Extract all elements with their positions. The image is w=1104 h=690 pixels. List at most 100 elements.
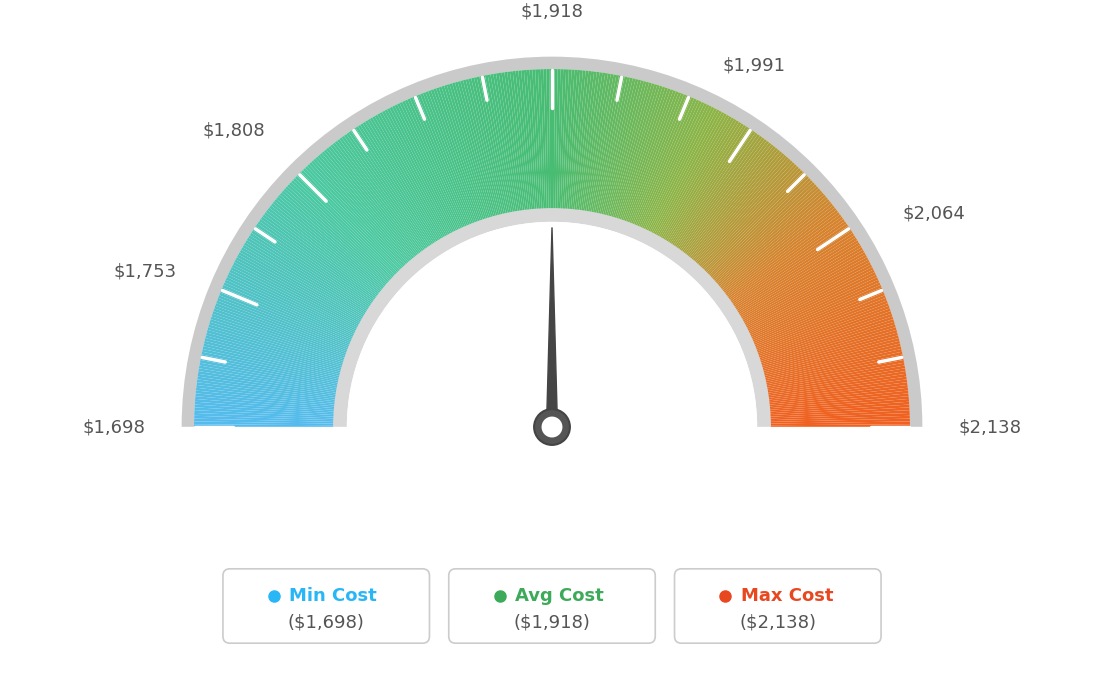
Wedge shape <box>669 125 746 244</box>
Wedge shape <box>716 193 825 286</box>
Wedge shape <box>760 319 894 363</box>
Wedge shape <box>762 330 898 370</box>
Wedge shape <box>289 182 393 279</box>
Wedge shape <box>253 228 371 308</box>
Wedge shape <box>224 279 353 339</box>
Wedge shape <box>332 142 420 255</box>
Text: $2,138: $2,138 <box>958 418 1021 436</box>
Wedge shape <box>341 136 425 251</box>
Wedge shape <box>743 257 869 325</box>
Wedge shape <box>742 252 866 322</box>
Wedge shape <box>194 404 335 415</box>
Wedge shape <box>516 70 531 210</box>
Wedge shape <box>722 203 834 293</box>
Wedge shape <box>382 110 450 235</box>
Wedge shape <box>200 360 338 388</box>
Wedge shape <box>530 70 540 210</box>
Wedge shape <box>767 371 906 395</box>
Wedge shape <box>212 314 346 359</box>
Wedge shape <box>671 128 751 246</box>
Wedge shape <box>457 81 496 217</box>
Wedge shape <box>654 110 722 235</box>
Wedge shape <box>360 124 437 244</box>
FancyBboxPatch shape <box>675 569 881 643</box>
Wedge shape <box>546 69 550 210</box>
Wedge shape <box>616 85 660 219</box>
Wedge shape <box>681 139 767 253</box>
Wedge shape <box>623 88 670 221</box>
Wedge shape <box>358 125 435 244</box>
Wedge shape <box>463 79 499 216</box>
Wedge shape <box>735 235 856 312</box>
Wedge shape <box>421 93 474 225</box>
Wedge shape <box>311 160 407 266</box>
Wedge shape <box>601 78 636 215</box>
Wedge shape <box>209 324 343 366</box>
Wedge shape <box>201 355 339 384</box>
FancyBboxPatch shape <box>223 569 429 643</box>
Wedge shape <box>766 360 904 388</box>
Wedge shape <box>423 92 475 224</box>
Wedge shape <box>194 416 335 422</box>
Wedge shape <box>496 73 520 212</box>
Wedge shape <box>307 164 404 268</box>
Wedge shape <box>756 303 889 353</box>
Wedge shape <box>758 317 893 362</box>
Wedge shape <box>507 72 527 211</box>
Wedge shape <box>217 298 349 350</box>
Wedge shape <box>573 70 588 210</box>
Wedge shape <box>273 201 383 291</box>
Wedge shape <box>764 344 901 378</box>
Wedge shape <box>765 357 904 386</box>
Wedge shape <box>728 217 843 301</box>
Text: $1,991: $1,991 <box>723 57 786 75</box>
Wedge shape <box>390 107 455 233</box>
Wedge shape <box>762 335 899 373</box>
Wedge shape <box>351 129 432 247</box>
Wedge shape <box>749 275 877 336</box>
Wedge shape <box>195 391 336 406</box>
Wedge shape <box>282 190 389 284</box>
Wedge shape <box>202 349 340 382</box>
Wedge shape <box>330 144 418 256</box>
Wedge shape <box>691 151 783 261</box>
Wedge shape <box>767 374 906 396</box>
Wedge shape <box>215 303 348 353</box>
Wedge shape <box>711 182 815 279</box>
Wedge shape <box>392 106 456 233</box>
Wedge shape <box>740 245 861 318</box>
Wedge shape <box>714 188 820 283</box>
Wedge shape <box>658 115 730 238</box>
Wedge shape <box>749 272 875 335</box>
Wedge shape <box>740 247 863 319</box>
Wedge shape <box>630 93 683 225</box>
Wedge shape <box>384 109 452 235</box>
Wedge shape <box>200 357 339 386</box>
Wedge shape <box>518 70 533 210</box>
Wedge shape <box>266 210 379 297</box>
Wedge shape <box>521 70 535 210</box>
Text: ($2,138): ($2,138) <box>740 613 816 631</box>
Wedge shape <box>229 272 355 335</box>
Wedge shape <box>305 166 403 270</box>
Wedge shape <box>662 119 736 241</box>
Wedge shape <box>436 88 484 221</box>
Text: ($1,918): ($1,918) <box>513 613 591 631</box>
Wedge shape <box>700 164 797 268</box>
Wedge shape <box>368 119 442 241</box>
Wedge shape <box>240 250 363 321</box>
Wedge shape <box>200 363 338 390</box>
FancyBboxPatch shape <box>448 569 656 643</box>
Wedge shape <box>629 92 681 224</box>
Wedge shape <box>397 103 459 231</box>
Wedge shape <box>479 76 510 214</box>
Polygon shape <box>546 427 558 444</box>
Wedge shape <box>718 195 826 287</box>
Wedge shape <box>194 419 335 424</box>
Wedge shape <box>365 120 439 242</box>
Wedge shape <box>558 69 563 210</box>
Wedge shape <box>757 311 892 358</box>
Wedge shape <box>643 102 704 230</box>
Wedge shape <box>431 89 480 222</box>
Wedge shape <box>194 402 335 413</box>
